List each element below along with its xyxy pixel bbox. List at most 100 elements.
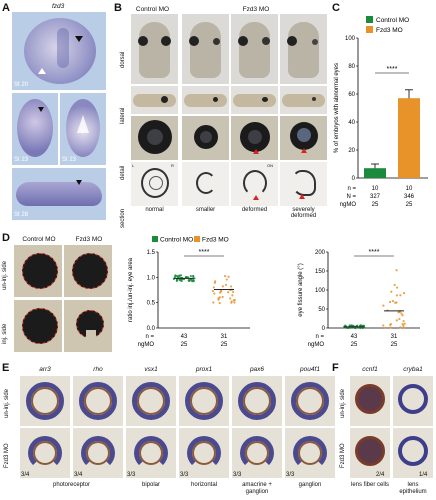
d-y-tick-label-2: 100 (315, 288, 326, 294)
scatter-eye-area-ratio: Control MO Fzd3 MO 0.0 0.5 1.0 1.5 ratio inj./… (128, 236, 250, 348)
bar-0 (364, 168, 386, 178)
data-point (227, 275, 230, 278)
panel-f-label: F (332, 362, 339, 374)
d-table-ngMO-1: 25 (391, 342, 398, 348)
lateral-photo-smaller (182, 86, 229, 114)
data-point (402, 292, 406, 295)
stage-label-4: St 28 (14, 212, 29, 218)
panel-b-row-section: section (120, 208, 126, 228)
detail-photo-normal (131, 116, 178, 160)
panel-e-row-fzd3: Fzd3 MO (4, 443, 10, 468)
eye-photo-control-inj (14, 300, 62, 352)
data-point (402, 326, 405, 329)
fzd3-section-pax6 (232, 428, 282, 478)
data-point (188, 279, 191, 283)
d-significance-stars: **** (369, 249, 380, 256)
fraction-prox1: 3/3 (180, 472, 189, 478)
retina-ring (79, 382, 117, 420)
d-y-tick-label-3: 150 (315, 269, 326, 275)
panel-f-grid: ccnf1 2/4 lens fiber cells cryba1 1/4 lens ep… (348, 362, 434, 500)
d-table-n-1: 31 (391, 334, 398, 340)
cell-type-4: ganglion (298, 482, 322, 488)
d-y-tick-label-1: 50 (318, 307, 325, 313)
lens (398, 436, 428, 466)
section-mark-l: L (132, 163, 135, 168)
d-y-tick-label-3: 1.5 (147, 250, 156, 256)
data-point (401, 314, 404, 317)
dorsal-photo-severe (280, 14, 327, 84)
uninj-section-pou4f1 (285, 376, 335, 426)
d-significance-stars: **** (199, 249, 210, 256)
data-point (382, 324, 385, 327)
lens (355, 384, 385, 414)
fraction-arr3: 3/4 (21, 472, 30, 478)
data-point (232, 290, 235, 294)
dorsal-photo-smaller (182, 14, 229, 84)
panel-e-label: E (2, 362, 10, 374)
gene-label-vsx1: vsx1 (144, 366, 158, 373)
bar-chart-abnormal-eyes: Control MO Fzd3 MO 0 20 40 60 80 100 % of embryo… (334, 16, 428, 208)
d-legend-label-0: Control MO (160, 237, 193, 244)
category-deformed: deformed (241, 207, 268, 213)
gene-label-ccnf1: ccnf1 (362, 366, 378, 373)
panel-b-label: B (114, 2, 122, 14)
detail-photo-severe (280, 116, 327, 160)
retina-ring (238, 382, 276, 420)
data-point (362, 324, 366, 327)
data-point (389, 323, 393, 326)
eye-photo-control-uninj (14, 245, 62, 297)
data-point (193, 277, 196, 280)
section-photo-smaller (182, 162, 229, 206)
uninj-section-vsx1 (126, 376, 176, 426)
fraction-ccnf1: 2/4 (376, 472, 385, 478)
embryo-st28 (12, 168, 106, 220)
data-point (212, 286, 215, 289)
fzd3-section-arr3 (20, 428, 70, 478)
data-point (229, 297, 232, 300)
gene-label-pou4f1: pou4f1 (300, 366, 320, 373)
dorsal-photo-deformed (231, 14, 278, 84)
data-point (218, 301, 221, 305)
cell-type-0: photoreceptor (52, 482, 91, 488)
d-table-ngMO-0: 25 (351, 342, 358, 348)
panel-b-row-lateral: lateral (120, 107, 126, 124)
data-point (176, 275, 179, 278)
fzd3-lens-cryba1 (393, 428, 433, 478)
fraction-vsx1: 3/3 (127, 472, 136, 478)
section-mark-r: R (171, 163, 174, 168)
data-point (396, 286, 399, 289)
fraction-pou4f1: 3/3 (286, 472, 295, 478)
data-point (400, 312, 403, 315)
retina-ring (132, 382, 170, 420)
data-point (218, 296, 221, 299)
retina-ring (291, 382, 329, 420)
data-point (224, 283, 228, 286)
d-table-label-ngMO: ngMO (308, 342, 325, 348)
retina-ring (240, 436, 274, 470)
uninj-section-arr3 (20, 376, 70, 426)
lateral-photo-normal (131, 86, 178, 114)
legend-swatch-0 (366, 16, 373, 23)
d-y-axis-label: eye fissure angle (°) (298, 263, 304, 316)
category-normal: normal (145, 207, 164, 213)
d-legend-swatch-1 (194, 236, 200, 242)
embryo-st23-a (12, 93, 58, 165)
data-point (231, 294, 234, 297)
d-legend-swatch-0 (152, 236, 158, 242)
table-N-1: 346 (404, 194, 415, 200)
table-ngMO-0: 25 (372, 202, 379, 208)
d-y-tick-label-2: 1.0 (147, 275, 156, 281)
gene-label-cryba1: cryba1 (403, 366, 423, 373)
retina-ring (185, 382, 223, 420)
eye-photo-fzd3-inj (64, 300, 112, 352)
y-tick-label-2: 40 (348, 120, 355, 126)
embryo-st23-b (60, 93, 106, 165)
panel-a-label: A (2, 2, 10, 14)
panel-d-row-uninj: un-inj. side (2, 260, 8, 290)
retina-ring (81, 436, 115, 470)
lens (355, 436, 385, 466)
d-y-axis-label: ratio inj./un-inj. eye area (128, 257, 134, 322)
y-tick-label-3: 60 (348, 92, 355, 98)
data-point (391, 299, 395, 303)
data-point (174, 274, 177, 277)
